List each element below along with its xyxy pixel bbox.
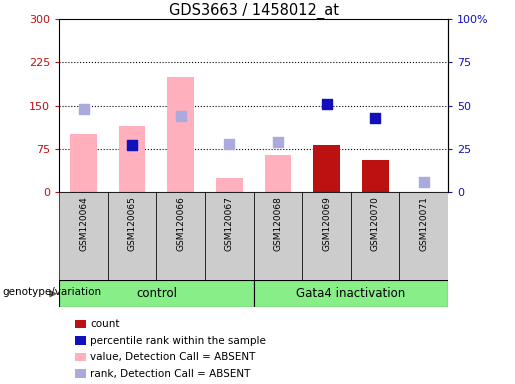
Point <box>128 142 136 149</box>
Text: Gata4 inactivation: Gata4 inactivation <box>296 287 405 300</box>
Bar <box>108 192 157 280</box>
Point <box>79 106 88 112</box>
Bar <box>70 134 97 192</box>
Bar <box>362 161 388 192</box>
Bar <box>167 77 194 192</box>
Bar <box>205 192 253 280</box>
Point <box>274 139 282 145</box>
Text: GSM120071: GSM120071 <box>419 197 428 251</box>
Bar <box>59 192 108 280</box>
Point <box>128 142 136 149</box>
Bar <box>302 192 351 280</box>
Point <box>420 179 428 185</box>
Text: rank, Detection Call = ABSENT: rank, Detection Call = ABSENT <box>90 369 250 379</box>
Text: value, Detection Call = ABSENT: value, Detection Call = ABSENT <box>90 352 255 362</box>
Text: percentile rank within the sample: percentile rank within the sample <box>90 336 266 346</box>
Bar <box>351 192 400 280</box>
Text: count: count <box>90 319 119 329</box>
Text: GSM120066: GSM120066 <box>176 197 185 251</box>
Text: GSM120069: GSM120069 <box>322 197 331 251</box>
Text: genotype/variation: genotype/variation <box>3 287 101 297</box>
Bar <box>253 192 302 280</box>
Bar <box>59 280 253 307</box>
Bar <box>157 192 205 280</box>
Bar <box>253 280 448 307</box>
Point <box>225 141 233 147</box>
Bar <box>119 126 146 192</box>
Bar <box>265 155 291 192</box>
Text: control: control <box>136 287 177 300</box>
Point <box>322 101 331 107</box>
Text: GSM120065: GSM120065 <box>128 197 136 251</box>
Point <box>177 113 185 119</box>
Title: GDS3663 / 1458012_at: GDS3663 / 1458012_at <box>168 3 339 19</box>
Point <box>371 115 379 121</box>
Text: GSM120068: GSM120068 <box>273 197 282 251</box>
Text: GSM120070: GSM120070 <box>371 197 380 251</box>
Text: GSM120064: GSM120064 <box>79 197 88 251</box>
Bar <box>216 177 243 192</box>
Text: GSM120067: GSM120067 <box>225 197 234 251</box>
Bar <box>400 192 448 280</box>
Bar <box>313 145 340 192</box>
